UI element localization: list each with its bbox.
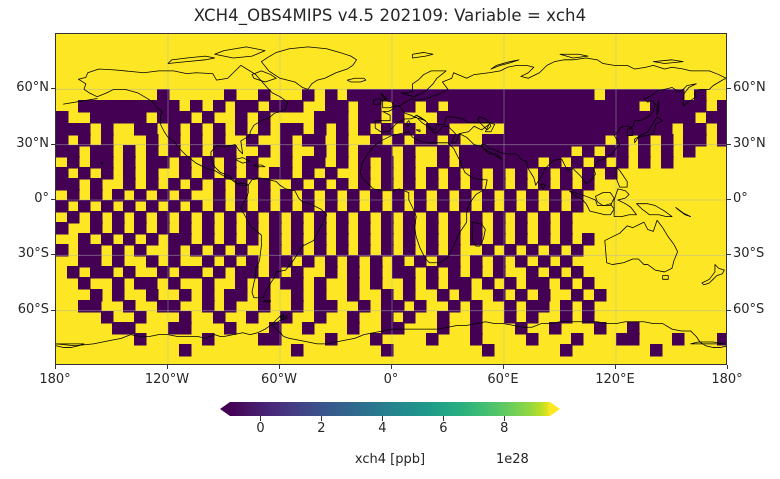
y-tick-mark xyxy=(51,254,55,256)
y-tick-mark xyxy=(51,88,55,90)
colorbar-tick-label-1: 2 xyxy=(317,421,326,436)
colorbar-tick-mark-1 xyxy=(321,416,323,421)
heatmap-data-layer xyxy=(56,34,726,364)
colorbar-extend-min-arrow xyxy=(220,402,230,416)
x-tick-mark xyxy=(167,365,168,369)
x-tick-mark xyxy=(55,365,56,369)
x-tick-label-1: 120°W xyxy=(144,372,190,387)
x-tick-mark xyxy=(279,365,280,369)
colorbar-extend-max-arrow xyxy=(550,402,560,416)
y-tick-label-right-4: 60°S xyxy=(733,301,765,317)
y-tick-label-right-3: 30°S xyxy=(733,246,765,262)
y-tick-mark xyxy=(727,88,731,90)
y-tick-mark xyxy=(727,309,731,311)
colorbar-offset-text: 1e28 xyxy=(496,452,529,467)
y-tick-mark xyxy=(727,199,731,200)
y-tick-label-right-2: 0° xyxy=(733,191,748,206)
colorbar-tick-label-3: 6 xyxy=(439,421,448,436)
colorbar-tick-mark-2 xyxy=(382,416,384,421)
y-tick-label-right-1: 30°N xyxy=(733,135,766,151)
y-tick-mark xyxy=(51,199,55,200)
y-tick-label-left-1: 30°N xyxy=(16,135,49,151)
y-tick-mark xyxy=(51,143,55,145)
x-tick-label-5: 120°E xyxy=(595,372,635,387)
x-tick-mark xyxy=(615,365,616,369)
y-tick-label-left-4: 60°S xyxy=(17,301,49,317)
colorbar-tick-label-4: 8 xyxy=(500,421,509,436)
page-title: XCH4_OBS4MIPS v4.5 202109: Variable = xc… xyxy=(193,6,587,25)
colorbar-tick-label-0: 0 xyxy=(256,421,265,436)
colorbar-tick-label-2: 4 xyxy=(378,421,387,436)
x-tick-label-0: 180° xyxy=(39,372,71,387)
y-tick-label-left-0: 60°N xyxy=(16,80,49,96)
colorbar-gradient xyxy=(230,402,550,416)
x-tick-label-2: 60°W xyxy=(261,372,297,387)
colorbar-tick-mark-0 xyxy=(260,416,262,421)
y-tick-mark xyxy=(727,254,731,256)
x-tick-label-4: 60°E xyxy=(487,372,519,387)
y-tick-label-left-2: 0° xyxy=(34,191,49,206)
y-tick-label-right-0: 60°N xyxy=(733,80,766,96)
map-plot-area[interactable] xyxy=(55,33,727,365)
x-tick-mark xyxy=(727,365,728,369)
x-tick-mark xyxy=(503,365,504,369)
y-tick-mark xyxy=(727,143,731,145)
colorbar-tick-mark-3 xyxy=(443,416,445,421)
x-tick-label-6: 180° xyxy=(711,372,743,387)
colorbar-tick-mark-4 xyxy=(504,416,506,421)
y-tick-mark xyxy=(51,309,55,311)
colorbar[interactable] xyxy=(220,402,560,416)
x-tick-mark xyxy=(391,365,392,369)
y-tick-label-left-3: 30°S xyxy=(17,246,49,262)
colorbar-label: xch4 [ppb] xyxy=(354,452,426,467)
x-tick-label-3: 0° xyxy=(383,372,399,387)
